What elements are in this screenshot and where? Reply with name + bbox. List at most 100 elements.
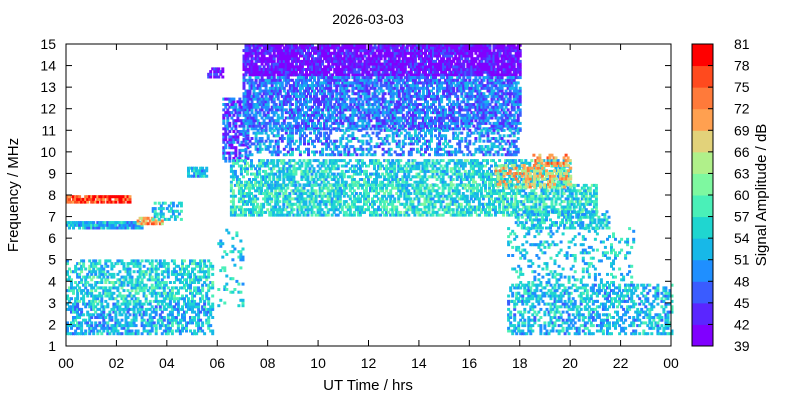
echo-point xyxy=(106,223,110,227)
echo-point xyxy=(100,195,104,199)
echo-point xyxy=(442,108,446,112)
data-marks xyxy=(66,43,674,336)
echo-point xyxy=(480,105,484,109)
echo-point xyxy=(323,89,327,93)
echo-point xyxy=(379,78,383,82)
echo-point xyxy=(399,105,403,109)
echo-point xyxy=(219,242,223,246)
echo-point xyxy=(106,226,110,230)
echo-point xyxy=(357,94,361,98)
echo-point xyxy=(391,124,395,128)
echo-point xyxy=(355,43,359,47)
echo-point xyxy=(148,286,152,290)
echo-point xyxy=(305,100,308,104)
echo-point xyxy=(296,124,300,128)
echo-point xyxy=(347,73,351,77)
echo-point xyxy=(444,43,448,47)
echo-point xyxy=(474,113,478,117)
echo-point xyxy=(397,43,401,47)
echo-point xyxy=(460,73,464,77)
echo-point xyxy=(498,51,502,55)
echo-point xyxy=(379,121,383,125)
echo-point xyxy=(106,326,110,330)
echo-point xyxy=(385,62,389,66)
echo-point xyxy=(409,127,413,131)
echo-point xyxy=(331,89,335,93)
echo-point xyxy=(341,108,345,112)
echo-point xyxy=(197,318,201,322)
echo-point xyxy=(132,313,136,317)
echo-point xyxy=(256,86,260,90)
echo-point xyxy=(159,207,163,211)
echo-point xyxy=(339,121,343,125)
echo-point xyxy=(480,65,484,69)
echo-point xyxy=(371,84,375,88)
echo-point xyxy=(128,302,132,306)
echo-point xyxy=(466,57,470,61)
echo-point xyxy=(466,46,470,50)
echo-point xyxy=(335,121,339,125)
echo-point xyxy=(440,111,444,115)
echo-point xyxy=(395,65,399,69)
echo-point xyxy=(359,57,363,61)
echo-point xyxy=(226,140,230,144)
echo-point xyxy=(300,105,304,109)
echo-point xyxy=(448,46,452,50)
echo-point xyxy=(512,65,516,69)
echo-point xyxy=(258,65,262,69)
echo-point xyxy=(292,92,296,96)
echo-point xyxy=(421,97,425,101)
echo-point xyxy=(464,108,468,112)
echo-point xyxy=(92,264,96,268)
echo-point xyxy=(391,43,395,47)
echo-point xyxy=(327,103,331,106)
echo-point xyxy=(426,127,429,131)
echo-point xyxy=(470,46,474,50)
echo-point xyxy=(506,54,510,58)
echo-point xyxy=(413,81,417,85)
echo-point xyxy=(421,119,425,123)
echo-point xyxy=(236,100,240,104)
echo-point xyxy=(325,81,329,85)
echo-point xyxy=(272,103,276,106)
echo-point xyxy=(454,51,458,55)
echo-point xyxy=(438,62,442,66)
echo-point xyxy=(357,105,361,109)
echo-point xyxy=(66,307,69,311)
echo-point xyxy=(106,221,110,225)
echo-point xyxy=(128,291,132,295)
echo-point xyxy=(274,127,278,131)
echo-point xyxy=(325,121,329,125)
echo-point xyxy=(415,68,419,71)
echo-point xyxy=(397,70,401,74)
echo-point xyxy=(313,59,316,63)
echo-point xyxy=(168,313,172,317)
echo-point xyxy=(452,57,456,61)
echo-point xyxy=(153,215,157,219)
echo-point xyxy=(157,212,161,216)
echo-point xyxy=(403,62,407,66)
echo-point xyxy=(381,94,385,98)
echo-point xyxy=(128,329,132,333)
echo-point xyxy=(128,267,132,271)
echo-point xyxy=(136,278,140,282)
echo-point xyxy=(232,130,236,133)
echo-point xyxy=(294,84,298,88)
echo-point xyxy=(272,70,276,74)
echo-point xyxy=(363,116,367,120)
echo-point xyxy=(169,209,173,213)
echo-point xyxy=(514,49,518,53)
echo-point xyxy=(284,94,288,98)
echo-point xyxy=(508,62,512,66)
echo-point xyxy=(458,105,462,109)
echo-point xyxy=(264,68,268,71)
echo-point xyxy=(506,57,510,61)
echo-point xyxy=(162,324,166,328)
echo-point xyxy=(94,326,98,330)
echo-point xyxy=(197,264,201,268)
echo-point xyxy=(305,86,308,90)
echo-point xyxy=(373,103,377,106)
echo-point xyxy=(333,46,337,50)
echo-point xyxy=(426,86,429,90)
echo-point xyxy=(432,103,435,106)
